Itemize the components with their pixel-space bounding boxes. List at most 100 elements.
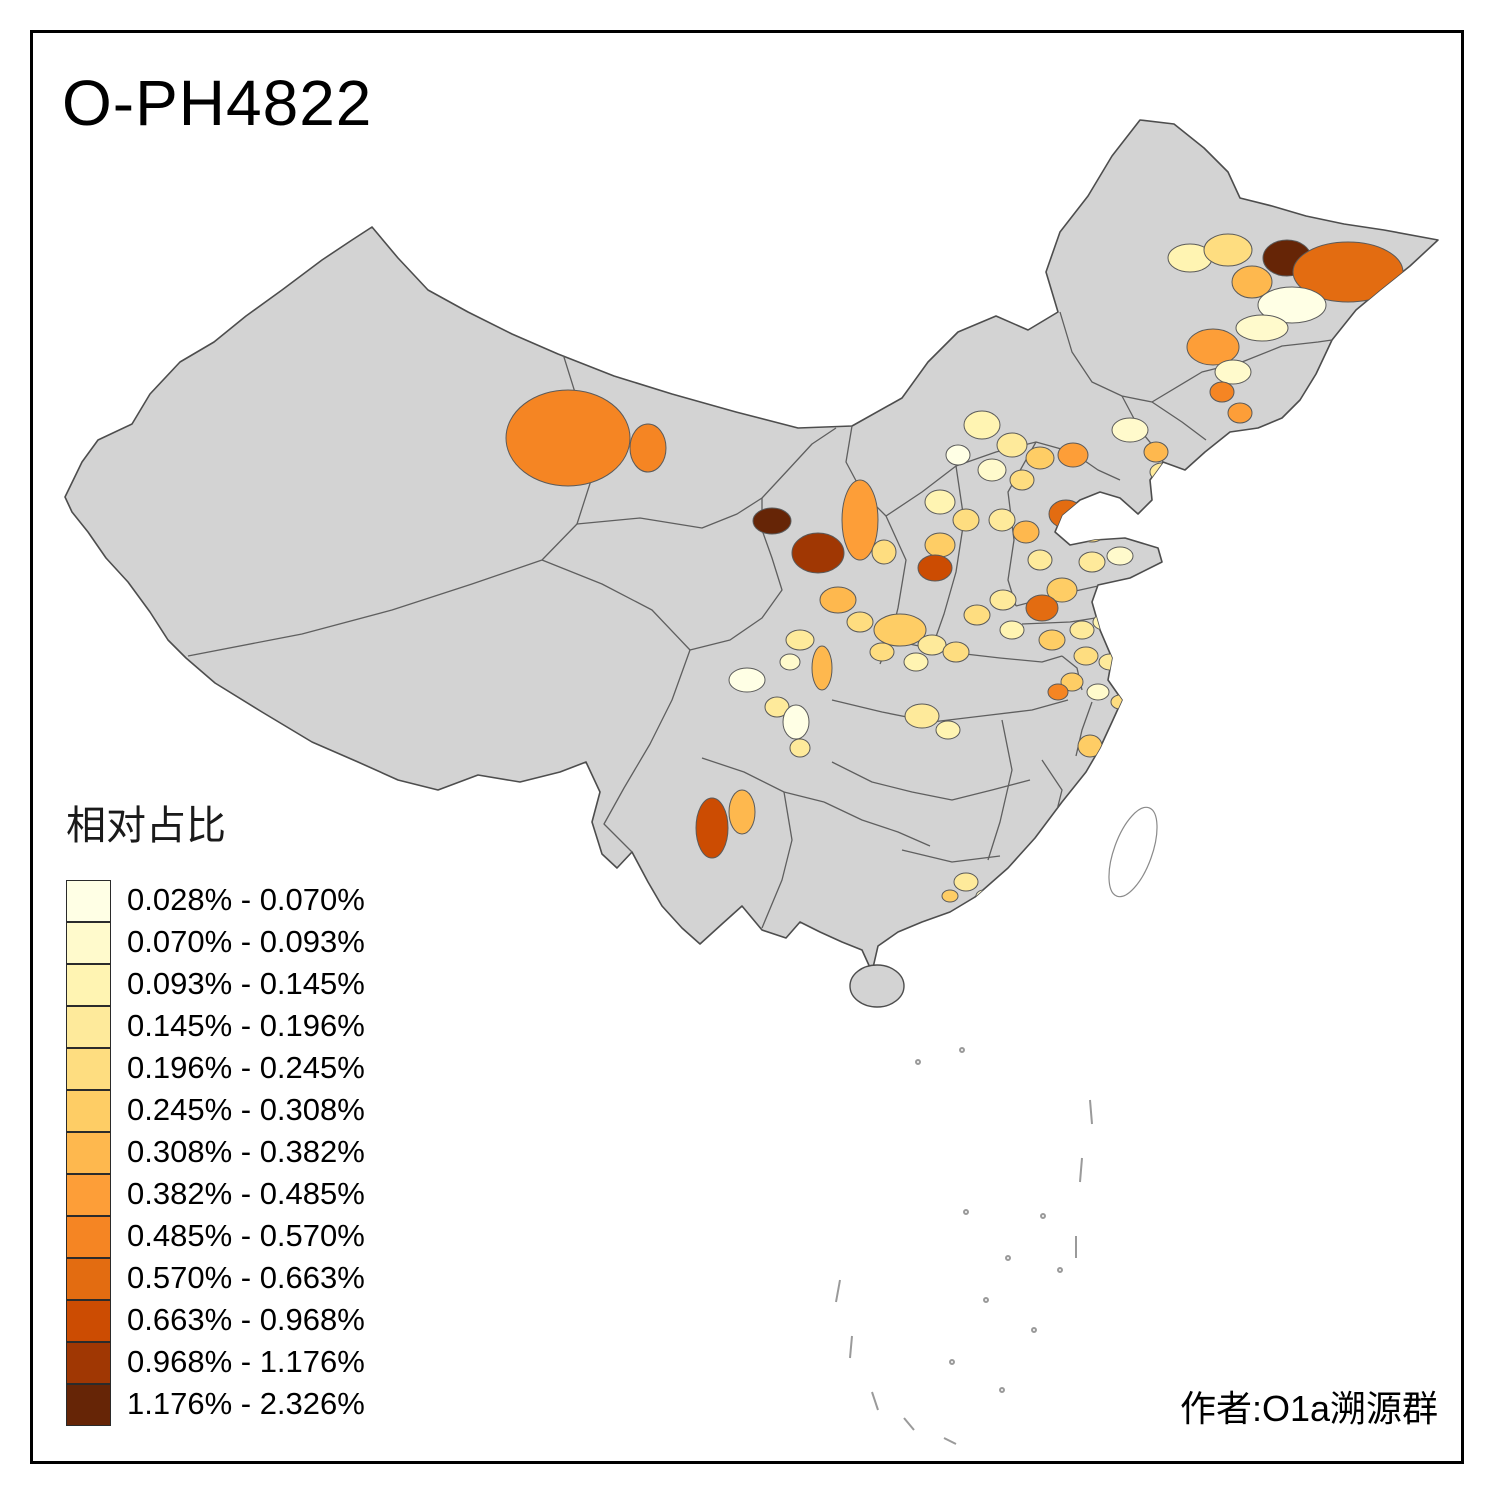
legend-row: 0.485% - 0.570% — [66, 1215, 365, 1258]
legend-swatch — [66, 1257, 111, 1300]
legend-swatch — [66, 1299, 111, 1342]
map-region — [1186, 328, 1240, 366]
legend-swatch — [66, 1131, 111, 1174]
legend-label: 0.245% - 0.308% — [127, 1092, 365, 1127]
legend-row: 0.968% - 1.176% — [66, 1341, 365, 1384]
legend-rows: 0.028% - 0.070% 0.070% - 0.093% 0.093% - 0… — [66, 879, 365, 1426]
map-region — [1073, 646, 1099, 666]
map-region — [789, 738, 811, 758]
map-region — [1027, 549, 1053, 571]
map-region — [752, 507, 792, 535]
map-region — [1025, 594, 1059, 622]
taiwan-island — [1108, 806, 1158, 898]
map-region — [1231, 265, 1273, 299]
map-region — [846, 611, 874, 633]
author-credit: 作者:O1a溯源群 — [1179, 1388, 1438, 1429]
map-region — [1069, 620, 1095, 640]
legend-row: 0.382% - 0.485% — [66, 1173, 365, 1216]
map-region — [917, 634, 947, 656]
legend-label: 0.093% - 0.145% — [127, 966, 365, 1001]
map-region — [791, 532, 845, 574]
legend-row: 0.308% - 0.382% — [66, 1131, 365, 1174]
map-region — [1099, 510, 1125, 530]
legend-swatch — [66, 1005, 111, 1048]
map-region — [1214, 359, 1252, 385]
map-region — [935, 720, 961, 740]
map-region — [1048, 499, 1084, 529]
map-region — [1009, 469, 1035, 491]
legend-row: 0.196% - 0.245% — [66, 1047, 365, 1090]
map-region — [1111, 417, 1149, 443]
legend-row: 0.028% - 0.070% — [66, 879, 365, 922]
map-region — [871, 539, 897, 565]
legend: 相对占比 0.028% - 0.070% 0.070% - 0.093% 0.093… — [66, 793, 365, 1426]
map-region — [728, 789, 756, 835]
legend-title: 相对占比 — [66, 804, 226, 848]
map-region — [779, 653, 801, 671]
legend-swatch — [66, 1047, 111, 1090]
legend-row: 0.663% - 0.968% — [66, 1299, 365, 1342]
map-region — [1098, 653, 1122, 671]
map-region — [953, 872, 979, 892]
legend-row: 0.145% - 0.196% — [66, 1005, 365, 1048]
map-region — [945, 444, 971, 466]
map-region — [1047, 683, 1069, 701]
legend-label: 0.145% - 0.196% — [127, 1008, 365, 1043]
legend-label: 0.382% - 0.485% — [127, 1176, 365, 1211]
map-region — [811, 645, 833, 691]
map-region — [782, 704, 810, 740]
legend-label: 0.570% - 0.663% — [127, 1260, 365, 1295]
map-region — [952, 508, 980, 532]
legend-swatch — [66, 963, 111, 1006]
legend-label: 1.176% - 2.326% — [127, 1386, 365, 1421]
nine-dash-line — [835, 1047, 1093, 1445]
map-region — [629, 423, 667, 473]
map-region — [963, 604, 991, 626]
map-region — [873, 613, 927, 647]
legend-swatch — [66, 1341, 111, 1384]
legend-row: 0.093% - 0.145% — [66, 963, 365, 1006]
legend-swatch — [66, 921, 111, 964]
legend-swatch — [66, 1173, 111, 1216]
map-region — [1143, 441, 1169, 463]
map-region — [924, 489, 956, 515]
legend-label: 0.070% - 0.093% — [127, 924, 365, 959]
legend-swatch — [66, 879, 111, 922]
map-region — [1227, 402, 1253, 424]
map-region — [977, 458, 1007, 482]
legend-label: 0.028% - 0.070% — [127, 882, 365, 917]
legend-row: 1.176% - 2.326% — [66, 1383, 365, 1426]
map-region — [1086, 683, 1110, 701]
legend-row: 0.245% - 0.308% — [66, 1089, 365, 1132]
map-region — [942, 641, 970, 663]
map-region — [903, 652, 929, 672]
map-region — [1257, 286, 1327, 324]
legend-label: 0.308% - 0.382% — [127, 1134, 365, 1169]
map-region — [1235, 314, 1289, 342]
legend-row: 0.070% - 0.093% — [66, 921, 365, 964]
map-region — [1106, 546, 1134, 566]
map-region — [996, 432, 1028, 458]
map-region — [505, 389, 631, 487]
map-region — [963, 410, 1001, 440]
map-region — [695, 797, 729, 859]
legend-label: 0.968% - 1.176% — [127, 1344, 365, 1379]
map-region — [841, 479, 879, 561]
map-region — [917, 554, 953, 582]
map-region — [999, 620, 1025, 640]
map-region — [1038, 629, 1066, 651]
map-region — [1046, 577, 1078, 603]
map-region — [941, 889, 959, 903]
map-region — [1209, 381, 1235, 403]
legend-swatch — [66, 1215, 111, 1258]
legend-label: 0.196% - 0.245% — [127, 1050, 365, 1085]
map-region — [1078, 551, 1106, 573]
page-title: O-PH4822 — [62, 67, 373, 139]
map-region — [819, 586, 857, 614]
map-region — [1203, 233, 1253, 267]
map-region — [1077, 734, 1103, 758]
map-region — [785, 629, 815, 651]
map-region — [1012, 520, 1040, 544]
legend-row: 0.570% - 0.663% — [66, 1257, 365, 1300]
